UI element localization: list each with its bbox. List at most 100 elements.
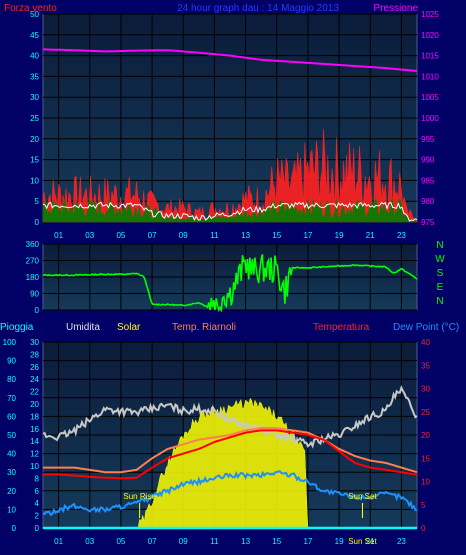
sun-annotation-label: Sun Set [348, 492, 377, 501]
temperature-x-ticks: 01 03 05 07 09 11 13 15 17 19 21 23 [54, 537, 406, 546]
pressure-y-ticks: 975 980 985 990 995 1000 1005 1010 1015 1020 1025 [421, 10, 439, 227]
humidity-tick-label: 60 [7, 412, 16, 421]
legend-temp-riarnoli: Temp. Riarnoli [172, 322, 236, 333]
series-pressure [43, 48, 418, 72]
pressure-tick-label: 1015 [421, 52, 439, 61]
compass-label: W [435, 254, 445, 265]
x-tick-label: 15 [272, 537, 281, 546]
temp-tick-label: 0 [421, 524, 426, 533]
temp-tick-label: 25 [421, 408, 430, 417]
pressure-tick-label: 990 [421, 156, 435, 165]
x-tick-label: 23 [397, 231, 406, 240]
temp-tick-label: 40 [421, 338, 430, 347]
compass-label: N [436, 240, 443, 251]
x-tick-label: 13 [241, 231, 250, 240]
rain-tick-label: 30 [30, 338, 39, 347]
x-tick-label: 11 [210, 231, 219, 240]
bearing-y-ticks: 0 90 180 270 360 [26, 240, 40, 315]
humidity-tick-label: 100 [3, 338, 17, 347]
temperature-series [42, 384, 418, 530]
x-tick-label: 01 [54, 537, 63, 546]
temp-tick-label: 30 [421, 385, 430, 394]
wind-tick-label: 40 [30, 52, 39, 61]
series-humidity [42, 384, 418, 449]
humidity-tick-label: 20 [7, 487, 16, 496]
humidity-tick-label: 70 [7, 394, 16, 403]
sun-annotation-label: Sun Set [348, 537, 377, 546]
wind-tick-label: 20 [30, 135, 39, 144]
pressure-tick-label: 1005 [421, 93, 439, 102]
bearing-tick-label: 0 [35, 306, 40, 315]
series-wind_avg [42, 197, 419, 223]
x-tick-label: 05 [116, 537, 125, 546]
legend-solar: Solar [117, 322, 141, 333]
wind-tick-label: 45 [30, 31, 39, 40]
humidity-tick-label: 40 [7, 450, 16, 459]
temp-tick-label: 20 [421, 431, 430, 440]
compass-label: E [437, 282, 444, 293]
x-tick-label: 15 [272, 231, 281, 240]
x-tick-label: 07 [148, 231, 157, 240]
rain-tick-label: 14 [30, 437, 39, 446]
rain-tick-label: 12 [30, 450, 39, 459]
humidity-tick-label: 30 [7, 468, 16, 477]
x-tick-label: 03 [85, 537, 94, 546]
wind-tick-label: 25 [30, 114, 39, 123]
wind-tick-label: 0 [35, 218, 40, 227]
x-tick-label: 23 [397, 537, 406, 546]
x-tick-label: 17 [303, 231, 312, 240]
wind-tick-label: 5 [35, 197, 40, 206]
humidity-tick-label: 80 [7, 375, 16, 384]
legend-rain: Pioggia [0, 322, 34, 333]
sun-annotation-label: Sun Rise [123, 492, 156, 501]
temp-y-ticks: 0 5 10 15 20 25 30 35 40 [421, 338, 430, 533]
pressure-tick-label: 985 [421, 176, 435, 185]
x-tick-label: 03 [85, 231, 94, 240]
rain-tick-label: 6 [35, 487, 40, 496]
rain-tick-label: 0 [35, 524, 40, 533]
x-tick-label: 07 [148, 537, 157, 546]
series-temperature [43, 429, 418, 480]
x-tick-label: 01 [54, 231, 63, 240]
pressure-axis-label: Pressione [374, 3, 419, 14]
compass-label: N [436, 296, 443, 307]
pressure-tick-label: 980 [421, 197, 435, 206]
sun-annotations: Sun Rise Sun Set Sun Set [123, 492, 377, 546]
x-tick-label: 21 [366, 231, 375, 240]
pressure-tick-label: 995 [421, 135, 435, 144]
wind-series [42, 48, 419, 223]
humidity-y-ticks: 0 10 20 30 40 50 60 70 80 90 100 [3, 338, 17, 533]
wind-x-ticks: 01 03 05 07 09 11 13 15 17 19 21 23 [54, 231, 406, 240]
temp-tick-label: 5 [421, 501, 426, 510]
x-tick-label: 19 [335, 231, 344, 240]
rain-tick-label: 24 [30, 375, 39, 384]
compass-label: S [437, 268, 444, 279]
rain-tick-label: 16 [30, 425, 39, 434]
humidity-tick-label: 50 [7, 431, 16, 440]
bearing-grid [43, 243, 417, 311]
rain-tick-label: 20 [30, 400, 39, 409]
pressure-tick-label: 975 [421, 218, 435, 227]
x-tick-label: 11 [210, 537, 219, 546]
rain-tick-label: 4 [35, 499, 40, 508]
bearing-tick-label: 180 [26, 273, 40, 282]
series-wind_bearing [42, 254, 418, 313]
legend-temperature: Temperatura [313, 322, 370, 333]
x-tick-label: 05 [116, 231, 125, 240]
pressure-tick-label: 1020 [421, 31, 439, 40]
wind-tick-label: 10 [30, 176, 39, 185]
x-tick-label: 13 [241, 537, 250, 546]
rain-tick-label: 18 [30, 412, 39, 421]
x-tick-label: 17 [303, 537, 312, 546]
rain-tick-label: 28 [30, 350, 39, 359]
pressure-tick-label: 1025 [421, 10, 439, 19]
wind-tick-label: 15 [30, 156, 39, 165]
legend-dew-point: Dew Point (°C) [393, 322, 459, 333]
bearing-tick-label: 270 [26, 257, 40, 266]
rain-tick-label: 2 [35, 512, 40, 521]
